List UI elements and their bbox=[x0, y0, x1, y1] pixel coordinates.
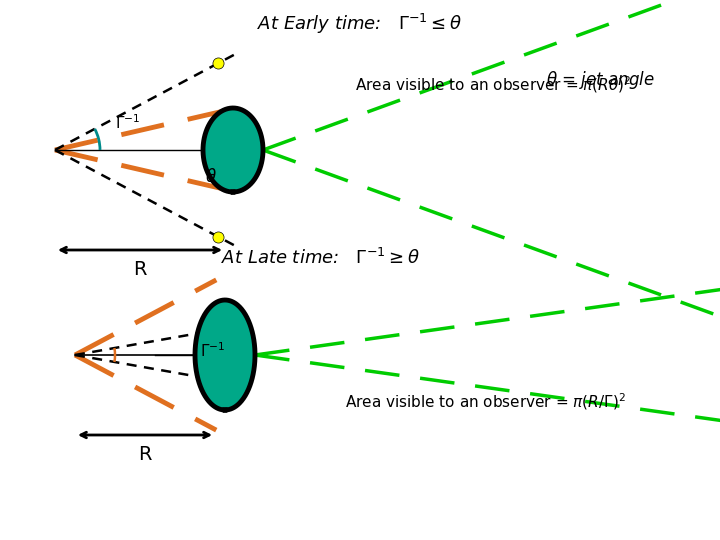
Text: Area visible to an observer = $\pi(R\theta)^2$: Area visible to an observer = $\pi(R\the… bbox=[355, 75, 631, 96]
Text: At Late time:   $\Gamma^{-1} \geq \theta$: At Late time: $\Gamma^{-1} \geq \theta$ bbox=[220, 248, 420, 268]
Text: $\theta$ = jet angle: $\theta$ = jet angle bbox=[546, 69, 655, 91]
Text: $\Gamma^{-1}$: $\Gamma^{-1}$ bbox=[115, 113, 140, 132]
Text: $\theta$: $\theta$ bbox=[205, 168, 217, 186]
Polygon shape bbox=[195, 300, 255, 410]
Text: R: R bbox=[138, 445, 152, 464]
Text: At Early time:   $\Gamma^{-1} \leq \theta$: At Early time: $\Gamma^{-1} \leq \theta$ bbox=[258, 12, 462, 36]
Polygon shape bbox=[203, 108, 263, 192]
Text: R: R bbox=[133, 260, 147, 279]
Text: Area visible to an observer = $\pi(R/\Gamma)^2$: Area visible to an observer = $\pi(R/\Ga… bbox=[345, 392, 626, 413]
Text: $\Gamma^{-1}$: $\Gamma^{-1}$ bbox=[200, 342, 225, 360]
